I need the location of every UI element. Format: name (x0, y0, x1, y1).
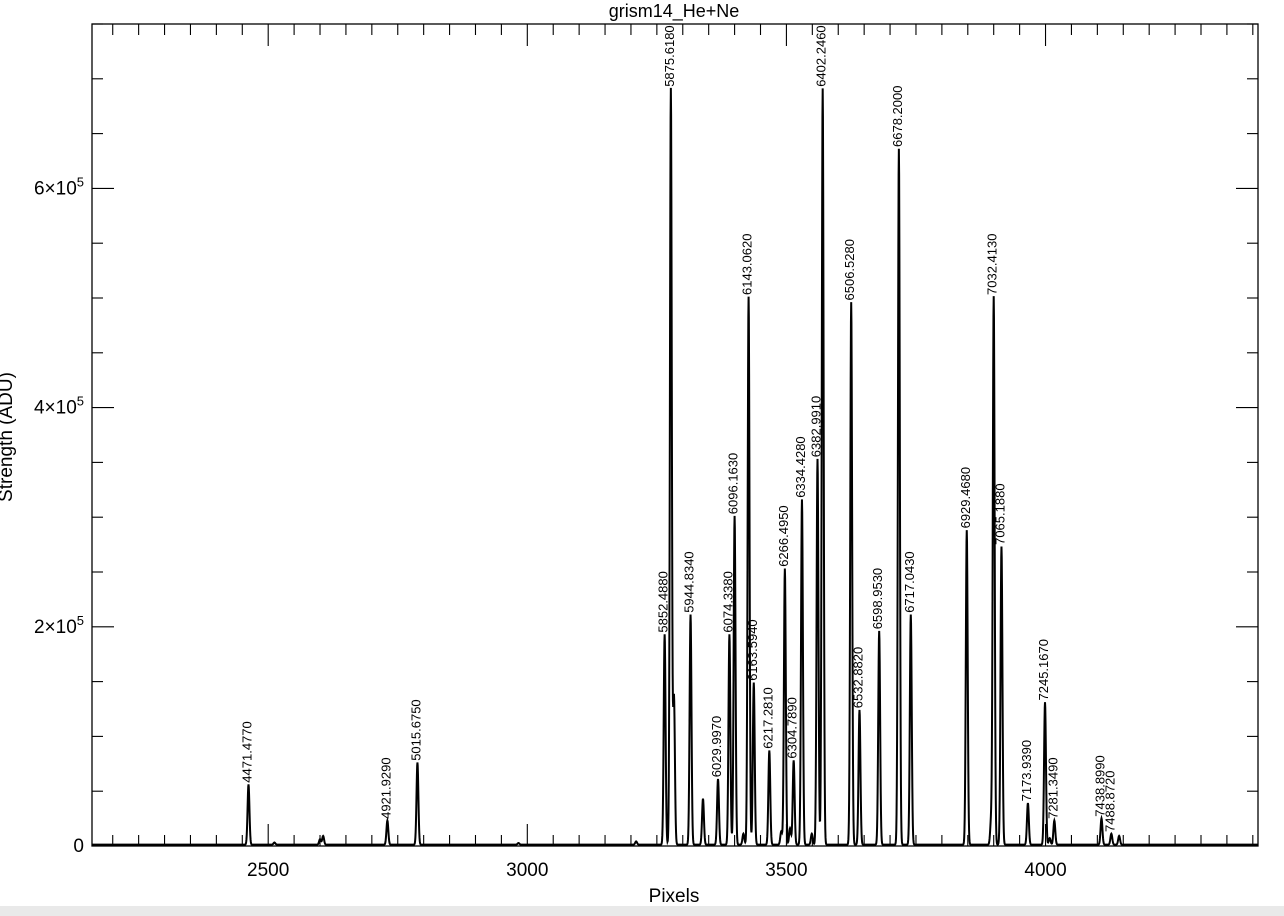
line-label: 6678.2000 (890, 86, 905, 147)
line-label: 5944.8340 (682, 551, 697, 612)
line-label: 5875.6180 (662, 25, 677, 86)
plot-frame (91, 23, 1259, 847)
line-label: 6334.4280 (793, 436, 808, 497)
window-bottom-strip (0, 906, 1284, 916)
line-label: 7281.3490 (1045, 757, 1060, 818)
y-axis-ticks: 0 2×105 4×105 6×105 (34, 23, 1258, 857)
line-label: 7245.1670 (1036, 639, 1051, 700)
line-label: 4471.4770 (240, 721, 255, 782)
chart-title: grism14_He+Ne (609, 1, 740, 22)
x-tick-label: 3000 (506, 860, 548, 881)
plot-border (91, 23, 1259, 847)
x-tick-label: 4000 (1024, 860, 1066, 881)
line-label: 6266.4950 (776, 505, 791, 566)
y-axis-title: Strength (ADU) (0, 372, 17, 502)
line-label: 7032.4130 (985, 234, 1000, 295)
y-tick-label: 2×105 (34, 613, 84, 638)
line-label: 7438.8990 (1093, 755, 1108, 816)
line-label: 6217.2810 (760, 687, 775, 748)
line-label: 5852.4880 (656, 571, 671, 632)
y-tick-label: 0 (73, 836, 84, 857)
line-label: 5015.6750 (408, 699, 423, 760)
line-label: 6096.1630 (726, 453, 741, 514)
spectrum-trace (92, 87, 1258, 846)
line-label: 7488.8720 (1102, 771, 1117, 832)
line-label: 6074.3380 (720, 571, 735, 632)
y-tick-label: 6×105 (34, 174, 84, 199)
line-label: 6598.9530 (870, 568, 885, 629)
line-label: 6402.2460 (814, 25, 829, 86)
x-tick-label: 3500 (765, 860, 807, 881)
line-label: 6717.0430 (902, 551, 917, 612)
x-tick-label: 2500 (247, 860, 289, 881)
line-label: 7065.1880 (993, 483, 1008, 544)
line-label: 6532.8820 (851, 647, 866, 708)
line-label: 6506.5280 (842, 239, 857, 300)
x-axis-title: Pixels (649, 886, 700, 907)
line-label: 6382.9910 (809, 396, 824, 457)
line-label: 6143.0620 (740, 234, 755, 295)
spectrum-lines (92, 87, 1258, 846)
x-axis-ticks: 2500 3000 3500 4000 (112, 24, 1254, 881)
line-label: 4921.9290 (378, 757, 393, 818)
line-label: 6929.4680 (958, 467, 973, 528)
line-label: 6163.5940 (745, 619, 760, 680)
y-tick-label: 4×105 (34, 394, 84, 419)
line-labels: 4471.4770 4921.9290 5015.6750 5852.4880 5875… (240, 25, 1118, 832)
line-label: 6029.9970 (709, 716, 724, 777)
line-label: 6304.7890 (785, 697, 800, 758)
line-label: 7173.9390 (1019, 740, 1034, 801)
